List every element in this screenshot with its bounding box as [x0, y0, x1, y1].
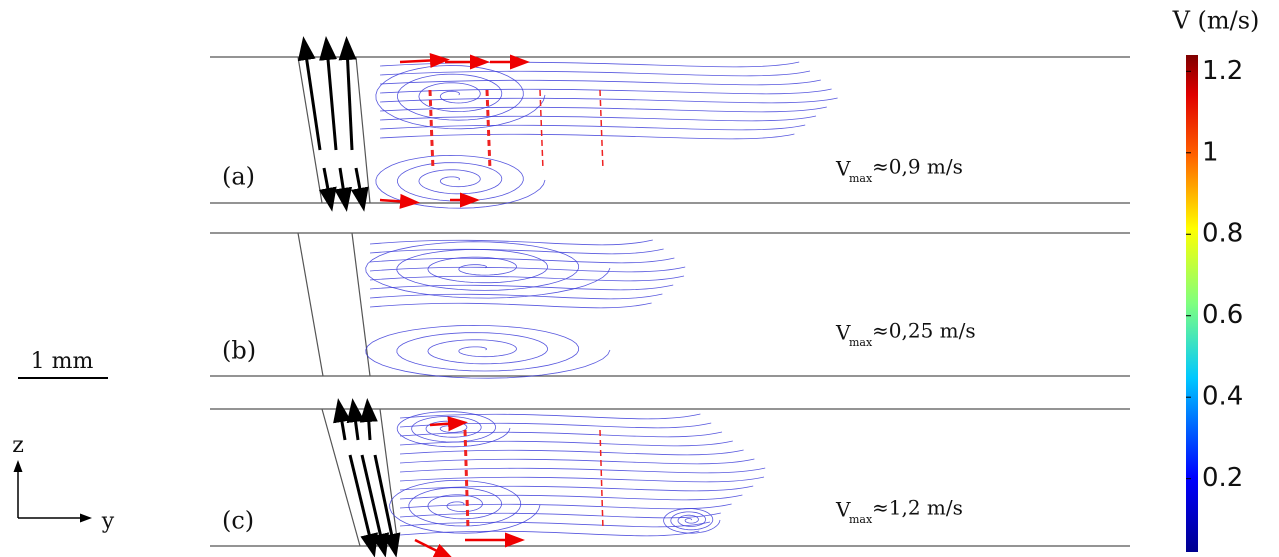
- velocity-arrow: [399, 53, 450, 68]
- streamline: [379, 70, 811, 77]
- colorbar-tick-label: 1: [1202, 137, 1219, 167]
- streamline: [369, 275, 685, 282]
- vmax-symbol: V: [835, 321, 851, 345]
- velocity-arrow: [429, 416, 468, 432]
- streamline: [663, 508, 721, 534]
- streamline: [399, 476, 765, 483]
- colorbar-tick-label: 0.6: [1202, 300, 1243, 330]
- streamline: [399, 485, 754, 492]
- velocity-column: [485, 89, 492, 171]
- panel-label: (b): [222, 337, 256, 365]
- streamline: [399, 494, 743, 501]
- streamline: [369, 284, 674, 291]
- streamline: [399, 503, 732, 510]
- streamline: [379, 124, 806, 131]
- streamline: [399, 431, 723, 438]
- wall-arrows: [297, 36, 401, 557]
- velocity-column: [599, 89, 604, 171]
- streamline: [379, 106, 827, 113]
- streamline: [399, 458, 755, 465]
- streamline: [396, 411, 511, 448]
- streamline: [369, 257, 675, 264]
- streamline: [399, 413, 701, 420]
- velocity-column: [428, 89, 435, 171]
- streamline: [375, 65, 546, 130]
- channels: [210, 56, 1130, 547]
- vmax-value: ≈1,2 m/s: [872, 496, 963, 520]
- vmax-subscript: max: [849, 513, 873, 526]
- streamline: [379, 79, 821, 86]
- colorbar-tick-label: 0.2: [1202, 463, 1243, 493]
- streamline: [365, 241, 611, 299]
- streamline: [379, 133, 795, 140]
- velocity-column: [599, 429, 604, 531]
- vmax-subscript: max: [849, 172, 873, 185]
- streamline: [369, 248, 664, 255]
- velocity-arrow: [414, 538, 454, 557]
- streamline: [399, 440, 733, 447]
- colorbar-title: V (m/s): [1172, 7, 1260, 35]
- streamline: [375, 154, 546, 209]
- streamlines: [365, 53, 838, 557]
- streamline: [399, 530, 700, 537]
- axis-label-y: y: [101, 509, 115, 534]
- axes-icon: [13, 460, 92, 523]
- velocity-column: [539, 89, 544, 171]
- vmax-symbol: V: [835, 157, 851, 181]
- colorbar-tick-label: 0.8: [1202, 219, 1243, 249]
- vmax-value: ≈0,9 m/s: [872, 155, 963, 179]
- axis-label-z: z: [12, 433, 24, 458]
- streamline: [369, 302, 652, 309]
- streamline: [369, 293, 663, 300]
- streamline: [365, 324, 611, 379]
- streamline: [379, 115, 817, 122]
- streamline: [379, 97, 838, 104]
- colorbar: [1186, 55, 1198, 552]
- vmax-symbol: V: [835, 498, 851, 522]
- scale-bar-label: 1 mm: [31, 349, 94, 374]
- streamline: [399, 449, 744, 456]
- streamline: [369, 266, 686, 273]
- streamline: [369, 239, 653, 246]
- velocity-arrow: [379, 193, 420, 209]
- streamline: [399, 467, 766, 474]
- vmax-value: ≈0,25 m/s: [872, 319, 976, 343]
- vmax-subscript: max: [849, 336, 873, 349]
- panel-label: (a): [222, 163, 255, 191]
- streamline: [399, 521, 711, 528]
- panel-label: (c): [222, 507, 254, 535]
- streamline: [379, 88, 832, 95]
- streamline: [399, 512, 721, 519]
- colorbar-tick-label: 1.2: [1202, 56, 1243, 86]
- velocity-column: [463, 429, 470, 531]
- colorbar-tick-label: 0.4: [1202, 382, 1243, 412]
